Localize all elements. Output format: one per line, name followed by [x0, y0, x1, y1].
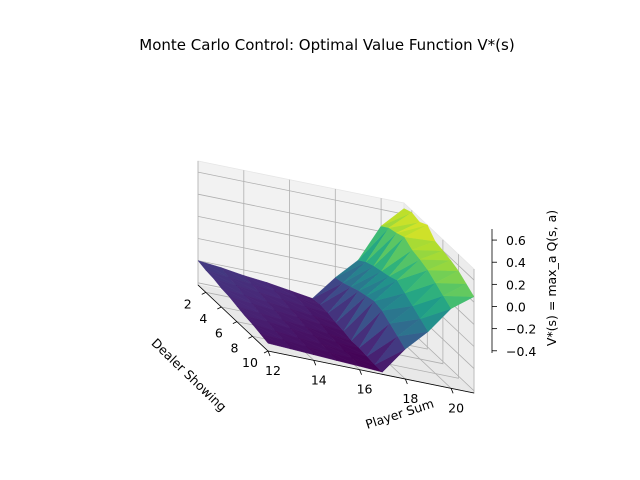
x-axis-line [197, 284, 269, 352]
x-tick-label: 8 [230, 340, 238, 355]
axes-lines [197, 229, 493, 394]
y-tick-mark [450, 388, 454, 394]
z-axis-label: V*(s) = max_a Q(s, a) [544, 210, 559, 346]
surface-facet [442, 283, 475, 297]
x-tick-mark [248, 335, 253, 339]
y-tick-mark [404, 378, 408, 385]
surface-facet [403, 224, 436, 242]
x-axis-label: Dealer Showing [149, 335, 230, 414]
y-tick-label: 12 [265, 363, 281, 378]
y-tick-mark [359, 369, 362, 375]
x-tick-label: 10 [242, 355, 258, 370]
x-tick-label: 2 [184, 296, 192, 311]
surface-facet [412, 240, 444, 251]
x-tick-mark [201, 291, 206, 295]
x-tick-label: 4 [199, 311, 207, 326]
y-tick-label: 16 [357, 382, 373, 397]
y-tick-mark [313, 360, 317, 366]
value-surface [197, 208, 475, 373]
chart-title: Monte Carlo Control: Optimal Value Funct… [139, 36, 514, 54]
z-tick-label: 0.6 [506, 233, 526, 248]
y-tick-label: 14 [311, 372, 327, 387]
x-tick-label: 6 [215, 326, 223, 341]
surface-facet [388, 212, 420, 228]
surface-facet [434, 270, 467, 285]
z-tick-label: −0.4 [506, 344, 536, 359]
x-tick-mark [217, 306, 222, 310]
y-tick-mark [267, 350, 271, 357]
x-tick-mark [232, 321, 238, 325]
y-axis-label: Player Sum [364, 396, 436, 432]
y-tick-label: 20 [448, 400, 464, 415]
y-axis-line [267, 350, 475, 394]
surface-facet [427, 260, 459, 272]
z-tick-label: 0.4 [506, 255, 526, 270]
z-tick-label: 0.2 [506, 277, 526, 292]
z-tick-label: −0.2 [506, 322, 536, 337]
z-tick-label: 0.0 [506, 300, 526, 315]
surface-facet [396, 221, 428, 234]
surface-facet [380, 208, 413, 227]
y-tick-label: 18 [402, 391, 418, 406]
x-tick-mark [263, 350, 269, 354]
surface-facet [419, 250, 452, 261]
